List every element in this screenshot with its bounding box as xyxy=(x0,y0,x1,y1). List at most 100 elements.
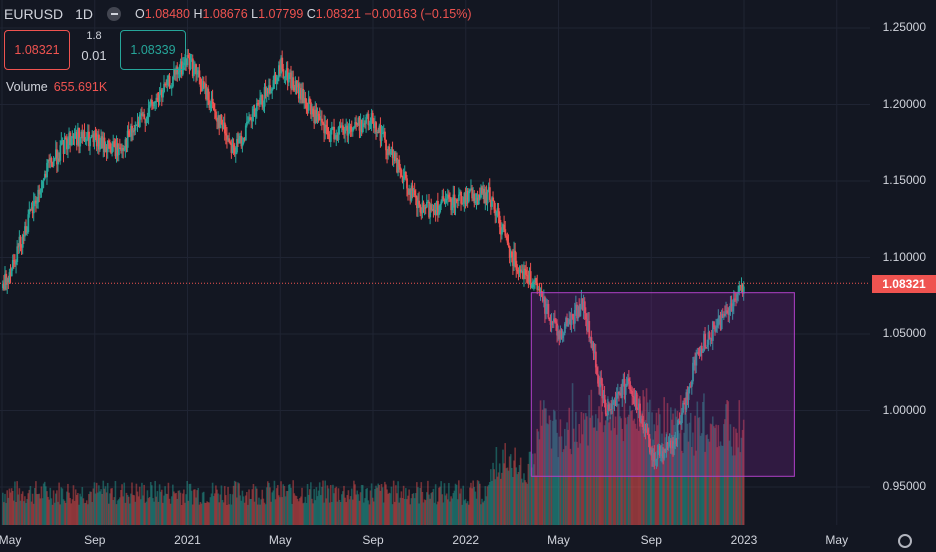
candle-body xyxy=(219,115,222,128)
candle-body xyxy=(611,403,614,410)
volume-bar xyxy=(299,498,301,525)
candle-body xyxy=(618,392,620,395)
candle-body xyxy=(451,205,454,211)
candle-body xyxy=(147,108,150,117)
candle-body xyxy=(310,102,312,115)
volume-bar xyxy=(61,488,64,525)
volume-bar xyxy=(734,455,736,525)
volume-bar xyxy=(246,492,248,525)
candle-body xyxy=(703,333,705,352)
price-axis-label: 1.05000 xyxy=(882,326,926,340)
volume-bar xyxy=(220,485,223,525)
volume-bar xyxy=(115,504,118,525)
volume-bar xyxy=(296,498,299,525)
candle-body xyxy=(53,158,56,162)
volume-bar xyxy=(16,481,18,525)
volume-bar xyxy=(587,445,589,525)
candle-body xyxy=(254,111,257,117)
candle-body xyxy=(515,260,518,270)
volume-bar xyxy=(609,416,611,525)
volume-bar xyxy=(39,498,42,525)
volume-bar xyxy=(430,493,433,525)
settings-gear-icon[interactable] xyxy=(898,534,912,548)
volume-bar xyxy=(274,499,277,525)
candle-body xyxy=(127,130,130,136)
candle-body xyxy=(311,108,313,115)
candle-body xyxy=(556,323,559,336)
volume-bar xyxy=(456,499,459,525)
volume-bar xyxy=(676,410,679,525)
volume-bar xyxy=(230,504,233,525)
candle-body xyxy=(343,129,345,134)
volume-bar xyxy=(438,487,440,525)
volume-bar xyxy=(202,491,205,525)
volume-bar xyxy=(285,491,288,525)
volume-bar xyxy=(290,487,292,525)
volume-bar xyxy=(387,493,389,525)
symbol-name[interactable]: EURUSD xyxy=(4,6,64,22)
candle-body xyxy=(30,207,33,210)
volume-bar xyxy=(479,483,481,525)
candle-body xyxy=(501,230,503,235)
rectangle-drawing[interactable] xyxy=(530,292,795,477)
timeframe[interactable]: 1D xyxy=(75,6,94,22)
volume-bar xyxy=(352,499,354,525)
volume-bar xyxy=(455,484,458,525)
candle-body xyxy=(332,126,334,128)
candle-body xyxy=(622,378,625,384)
volume-bar xyxy=(200,503,203,525)
candle-body xyxy=(384,131,386,140)
candle-body xyxy=(544,297,546,314)
candle-body xyxy=(292,77,295,87)
candle-body xyxy=(197,70,200,73)
volume-bar xyxy=(292,480,294,525)
candle-body xyxy=(514,250,517,261)
volume-bar xyxy=(503,463,505,525)
volume-bar xyxy=(557,457,559,525)
collapse-icon[interactable] xyxy=(107,7,122,21)
candle-body xyxy=(59,145,62,161)
sell-button[interactable]: 1.08321 xyxy=(4,30,70,70)
volume-bar xyxy=(186,480,188,525)
volume-bar xyxy=(617,403,619,525)
volume-bar xyxy=(398,502,400,525)
candle-body xyxy=(577,306,580,319)
volume-bar xyxy=(174,493,176,525)
candle-body xyxy=(149,99,152,106)
volume-bar xyxy=(460,488,462,525)
candle-body xyxy=(355,122,358,125)
volume-bar xyxy=(685,406,688,525)
candle-body xyxy=(617,392,619,394)
candle-body xyxy=(38,189,41,195)
volume-bar xyxy=(322,480,324,525)
candle-body xyxy=(583,301,586,314)
candle-body xyxy=(120,148,122,151)
volume-bar xyxy=(716,447,718,525)
volume-bar xyxy=(476,480,479,525)
volume-bar xyxy=(414,493,417,525)
candle-body xyxy=(474,200,477,204)
volume-bar xyxy=(537,431,540,525)
volume-bar xyxy=(675,416,678,525)
volume-bar xyxy=(167,482,170,525)
volume-bar xyxy=(197,487,200,525)
buy-button[interactable]: 1.08339 xyxy=(120,30,186,70)
candle-body xyxy=(347,132,350,136)
volume-bar xyxy=(180,504,183,525)
volume-bar xyxy=(242,496,245,525)
candle-body xyxy=(704,333,707,348)
volume-bar xyxy=(176,498,179,525)
candle-body xyxy=(294,80,297,91)
volume-bar xyxy=(374,488,376,525)
candle-body xyxy=(102,137,105,149)
candle-body xyxy=(504,229,507,236)
volume-bar xyxy=(82,498,85,525)
volume-bar xyxy=(626,416,629,525)
volume-bar xyxy=(125,492,128,525)
volume-bar xyxy=(318,482,321,525)
candle-body xyxy=(679,423,682,425)
candle-body xyxy=(660,454,662,457)
volume-bar xyxy=(257,504,259,525)
volume-bar xyxy=(78,504,80,525)
